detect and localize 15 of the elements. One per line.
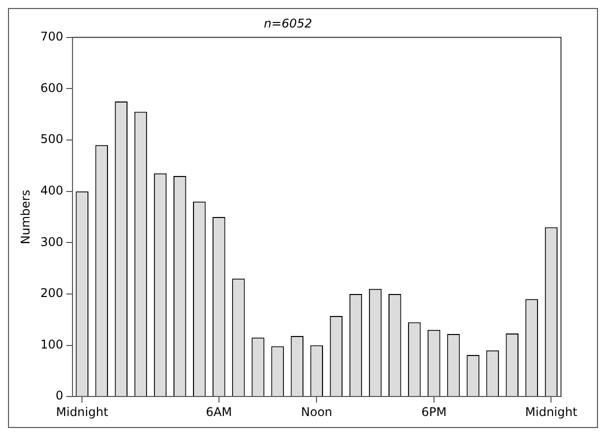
y-tick-label: 300	[40, 234, 64, 249]
x-tick-label: 6PM	[421, 404, 447, 419]
y-tick-label: 200	[40, 286, 64, 300]
y-tick-label: 700	[40, 30, 64, 44]
y-tick-label: 100	[40, 337, 64, 352]
chart-title: n=6052	[264, 16, 312, 30]
y-tick-label: 500	[40, 132, 64, 146]
x-tick-label: 6AM	[206, 404, 232, 419]
x-tick-label: Midnight	[56, 404, 108, 419]
y-tick-label: 400	[40, 183, 64, 198]
y-axis-title: Numbers	[18, 190, 32, 244]
y-tick-label: 0	[56, 388, 64, 403]
y-tick-label: 600	[40, 80, 64, 95]
x-tick-label: Midnight	[525, 404, 578, 419]
x-tick-label: Noon	[301, 404, 332, 419]
